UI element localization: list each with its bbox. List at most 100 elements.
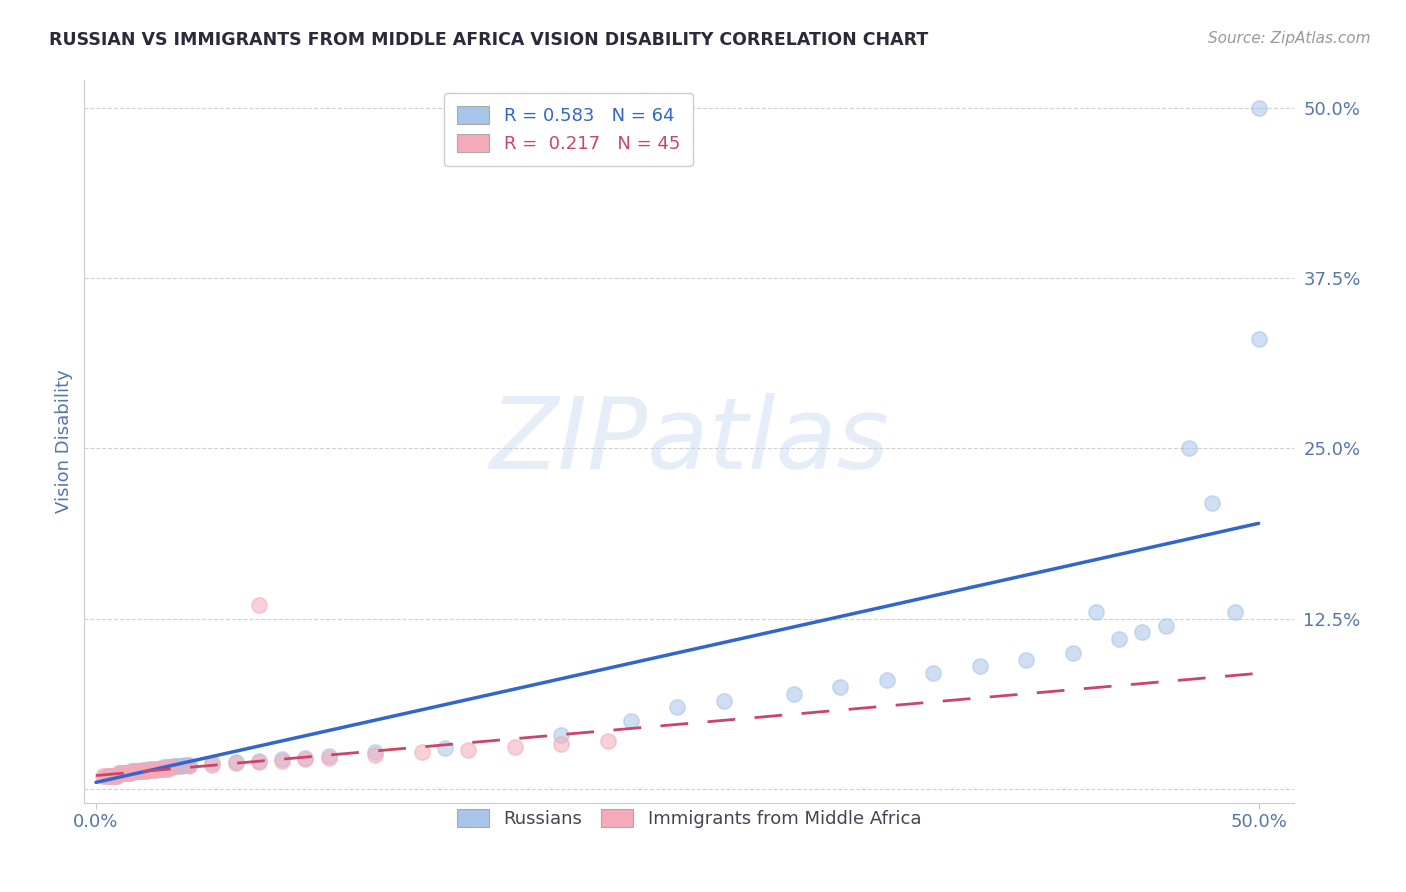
Point — [713, 693, 735, 707]
Point — [138, 763, 160, 777]
Point — [1247, 332, 1270, 346]
Point — [596, 734, 619, 748]
Point — [411, 745, 433, 759]
Point — [127, 764, 149, 779]
Point — [201, 756, 224, 771]
Point — [141, 763, 163, 777]
Point — [1062, 646, 1084, 660]
Point — [152, 760, 174, 774]
Point — [364, 748, 387, 763]
Point — [503, 739, 526, 754]
Point — [201, 757, 224, 772]
Point — [112, 765, 135, 780]
Point — [98, 768, 121, 782]
Point — [1154, 618, 1177, 632]
Legend: Russians, Immigrants from Middle Africa: Russians, Immigrants from Middle Africa — [447, 800, 931, 837]
Point — [271, 752, 294, 766]
Point — [115, 765, 138, 780]
Point — [157, 760, 180, 774]
Point — [433, 741, 456, 756]
Point — [134, 764, 156, 779]
Point — [969, 659, 991, 673]
Point — [101, 768, 124, 782]
Point — [550, 728, 572, 742]
Point — [105, 768, 128, 782]
Text: Source: ZipAtlas.com: Source: ZipAtlas.com — [1208, 31, 1371, 46]
Point — [104, 768, 127, 782]
Point — [170, 759, 193, 773]
Point — [127, 764, 149, 779]
Point — [98, 768, 121, 782]
Point — [155, 762, 177, 776]
Point — [122, 764, 145, 779]
Point — [97, 768, 120, 782]
Point — [110, 765, 132, 780]
Point — [148, 762, 170, 776]
Point — [136, 763, 159, 777]
Point — [101, 768, 124, 782]
Y-axis label: Vision Disability: Vision Disability — [55, 369, 73, 514]
Point — [294, 752, 316, 766]
Point — [97, 768, 120, 782]
Point — [108, 765, 131, 780]
Point — [143, 762, 166, 776]
Point — [145, 762, 167, 776]
Point — [129, 764, 152, 779]
Point — [136, 764, 159, 779]
Point — [105, 768, 128, 782]
Point — [150, 762, 173, 776]
Point — [166, 759, 188, 773]
Text: RUSSIAN VS IMMIGRANTS FROM MIDDLE AFRICA VISION DISABILITY CORRELATION CHART: RUSSIAN VS IMMIGRANTS FROM MIDDLE AFRICA… — [49, 31, 928, 49]
Point — [782, 687, 804, 701]
Point — [1108, 632, 1130, 647]
Point — [1015, 653, 1038, 667]
Point — [124, 764, 146, 779]
Point — [177, 757, 200, 772]
Point — [159, 760, 181, 774]
Point — [94, 768, 117, 782]
Point — [225, 756, 247, 771]
Point — [550, 737, 572, 751]
Point — [138, 762, 160, 776]
Point — [122, 764, 145, 779]
Point — [145, 763, 167, 777]
Point — [620, 714, 643, 728]
Point — [124, 764, 146, 779]
Point — [247, 755, 270, 769]
Point — [117, 765, 139, 780]
Point — [141, 762, 163, 776]
Point — [876, 673, 898, 687]
Point — [177, 759, 200, 773]
Point — [162, 760, 184, 774]
Point — [159, 760, 181, 774]
Point — [165, 759, 187, 773]
Point — [830, 680, 852, 694]
Point — [108, 765, 131, 780]
Point — [457, 742, 479, 756]
Point — [1225, 605, 1247, 619]
Point — [155, 760, 177, 774]
Point — [148, 762, 170, 776]
Point — [91, 768, 114, 782]
Point — [1132, 625, 1154, 640]
Point — [176, 757, 198, 772]
Point — [112, 765, 135, 780]
Point — [120, 764, 142, 779]
Point — [247, 598, 270, 612]
Point — [129, 764, 152, 779]
Point — [169, 759, 191, 773]
Point — [120, 765, 142, 780]
Point — [117, 765, 139, 780]
Point — [134, 763, 156, 777]
Point — [173, 757, 195, 772]
Point — [1084, 605, 1107, 619]
Point — [225, 755, 247, 769]
Point — [115, 765, 138, 780]
Point — [247, 754, 270, 768]
Point — [666, 700, 689, 714]
Point — [131, 764, 153, 779]
Point — [162, 759, 184, 773]
Point — [922, 666, 945, 681]
Point — [152, 762, 174, 776]
Point — [1247, 101, 1270, 115]
